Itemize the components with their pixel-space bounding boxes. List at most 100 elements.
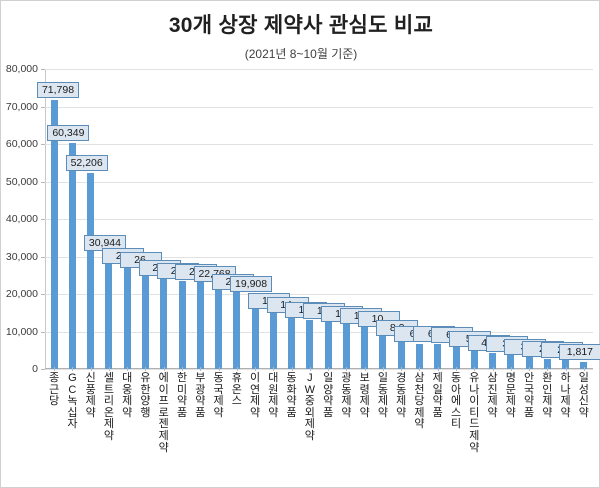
bar[interactable] [233,291,241,369]
data-label: 52,206 [65,155,108,172]
x-axis-tick [328,367,330,371]
bar[interactable] [68,142,76,369]
bar[interactable] [324,321,332,369]
bar[interactable] [141,270,149,369]
x-axis-category-label: GC녹십자 [67,372,78,431]
x-axis-category-label: 일성신약 [578,372,589,419]
x-axis-tick [346,367,348,371]
x-axis-tick [565,367,567,371]
x-axis-tick [547,367,549,371]
x-axis-tick [108,367,110,371]
x-axis-tick [529,367,531,371]
x-axis-tick [200,367,202,371]
x-axis-tick [492,367,494,371]
x-axis-category-label: 신풍제약 [85,372,96,419]
x-axis-line [45,368,593,369]
chart-subtitle: (2021년 8~10월 기준) [244,47,358,61]
x-axis-category-label: 환인제약 [542,372,553,419]
y-axis-tick [41,256,45,258]
gridline [45,106,593,108]
x-axis-tick [309,367,311,371]
x-axis-category-label: 동아에스티 [450,372,462,431]
x-axis-category-label: 안국약품 [524,372,535,419]
gridline [45,144,593,145]
bar[interactable] [452,344,460,369]
x-axis-category-label: 일동제약 [377,372,388,419]
x-axis-category-label: 유나이티드제약 [469,372,480,454]
bar[interactable] [470,349,478,369]
x-axis-tick [218,367,220,371]
x-axis-tick [364,367,366,371]
bar[interactable] [50,99,58,369]
x-axis-tick [273,367,275,371]
bar[interactable] [525,356,533,369]
bar[interactable] [215,283,223,369]
y-axis-tick-label: 0 [32,363,38,375]
y-axis-tick-label: 30,000 [5,250,38,263]
bar[interactable] [543,359,551,369]
bar[interactable] [562,360,570,369]
y-axis-tick-label: 40,000 [5,213,38,225]
data-label: 60,349 [47,124,90,141]
x-axis-category-label: JW중외제약 [304,372,316,442]
bar[interactable] [342,323,350,369]
bar[interactable] [379,328,387,369]
x-axis-tick [72,367,74,371]
x-axis-category-label: 일양약품 [323,372,334,419]
bar[interactable] [306,319,314,369]
x-axis-tick [145,367,147,371]
bar[interactable] [251,294,259,369]
x-axis-category-label: 동화약품 [286,372,297,419]
bar[interactable] [580,362,588,369]
bar[interactable] [269,311,277,369]
y-axis-tick-label: 10,000 [5,325,38,338]
x-axis-category-labels: 종근당 GC녹십자 신풍제약 셀트리온제약 대웅제약 유한양행 에이프로젠제약 한미약품 부광약… [45,367,593,487]
x-axis-category-label: 종근당 [49,372,60,408]
data-label: 1,817 [558,344,600,361]
x-axis-category-label: 하나제약 [560,372,571,419]
x-axis-category-label: 한미약품 [176,372,188,419]
y-axis-tick [41,331,45,333]
bar[interactable] [178,280,186,369]
y-axis-tick-label: 20,000 [5,288,38,300]
y-axis-tick [41,369,45,370]
y-axis-tick-label: 50,000 [5,175,38,188]
x-axis-tick [456,367,457,371]
x-axis-category-label: 삼천당제약 [414,372,425,431]
x-axis-category-label: 보령제약 [359,372,370,419]
gridline [45,294,593,295]
bar[interactable] [196,282,204,369]
bar[interactable] [105,252,113,369]
bar[interactable] [434,344,442,369]
x-axis-category-label: 제일약품 [432,372,443,419]
bar[interactable] [397,338,405,369]
data-label: 19,908 [230,276,273,293]
x-axis-tick [236,367,238,371]
x-axis-tick [437,367,439,371]
plot-area: 80,000 70,000 60,000 50,000 40,000 30,000 20,0… [6,63,600,375]
gridline [45,331,593,333]
bar[interactable] [361,325,369,369]
x-axis-category-label: 부광약품 [195,372,206,419]
x-axis-tick [127,367,129,371]
x-axis-category-label: 에이프로젠제약 [158,372,169,454]
x-axis-tick [474,367,476,371]
bar[interactable] [415,343,423,369]
y-axis-tick [41,144,45,145]
x-axis-tick [182,367,183,371]
gridline [45,256,593,258]
y-axis-tick [41,294,45,295]
bar[interactable] [489,353,497,369]
bar[interactable] [288,315,296,369]
bar[interactable] [87,173,95,369]
chart-title: 30개 상장 제약사 관심도 비교 [168,14,434,37]
x-axis-category-label: 광동제약 [341,372,352,419]
bar[interactable] [160,277,168,369]
x-axis-category-label: 삼진제약 [487,372,498,419]
y-axis-tick-label: 60,000 [5,138,38,150]
bar[interactable] [507,354,515,369]
x-axis-tick [90,367,92,371]
y-axis-tick [41,219,45,220]
bar[interactable] [123,265,131,369]
x-axis-tick [382,367,384,371]
